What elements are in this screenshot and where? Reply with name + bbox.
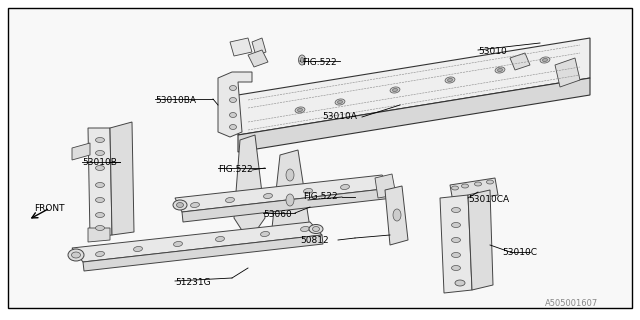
Text: 51231G: 51231G [175,278,211,287]
Ellipse shape [497,68,502,72]
Ellipse shape [95,226,104,230]
Ellipse shape [225,197,234,203]
Text: 50812: 50812 [300,236,328,245]
Ellipse shape [312,227,319,231]
Ellipse shape [95,212,104,218]
Ellipse shape [392,88,397,92]
Polygon shape [234,135,265,232]
Ellipse shape [295,107,305,113]
Ellipse shape [455,280,465,286]
Polygon shape [375,174,396,198]
Ellipse shape [474,182,481,186]
Ellipse shape [540,57,550,63]
Polygon shape [272,150,310,240]
Ellipse shape [173,200,187,210]
Ellipse shape [173,242,182,246]
Ellipse shape [340,184,349,189]
Text: 53010A: 53010A [322,112,357,121]
Polygon shape [182,188,393,222]
Polygon shape [72,222,322,262]
Text: 53060: 53060 [263,210,292,219]
Polygon shape [88,228,110,242]
Ellipse shape [301,58,303,62]
Text: 53010CA: 53010CA [468,195,509,204]
Ellipse shape [177,203,184,207]
Ellipse shape [451,207,461,212]
Ellipse shape [393,209,401,221]
Polygon shape [252,38,266,56]
Polygon shape [72,143,90,160]
Ellipse shape [390,87,400,93]
Polygon shape [175,175,392,212]
Ellipse shape [230,85,237,91]
Ellipse shape [301,227,310,232]
Ellipse shape [95,197,104,203]
Polygon shape [450,178,498,202]
Polygon shape [83,235,323,271]
Polygon shape [555,58,580,87]
Polygon shape [88,128,112,237]
Ellipse shape [260,231,269,236]
Text: 53010: 53010 [478,47,507,56]
Ellipse shape [191,203,200,208]
Ellipse shape [95,182,104,188]
Polygon shape [385,186,408,245]
Ellipse shape [95,252,104,257]
Text: 53010B: 53010B [82,158,117,167]
Ellipse shape [286,169,294,181]
Ellipse shape [461,184,468,188]
Text: 53010C: 53010C [502,248,537,257]
Ellipse shape [95,165,104,171]
Polygon shape [238,38,590,135]
Ellipse shape [495,67,505,73]
Polygon shape [238,78,590,152]
Ellipse shape [335,99,345,105]
Text: FRONT: FRONT [34,204,65,213]
Ellipse shape [451,252,461,258]
Ellipse shape [451,222,461,228]
Ellipse shape [337,100,342,104]
Ellipse shape [451,237,461,243]
Polygon shape [218,72,252,137]
Ellipse shape [447,78,452,82]
Polygon shape [440,195,472,293]
Polygon shape [510,53,530,70]
Ellipse shape [445,77,455,83]
Text: FIG.522: FIG.522 [303,192,338,201]
Ellipse shape [486,180,493,184]
Ellipse shape [68,249,84,261]
Ellipse shape [216,236,225,242]
Text: 53010BA: 53010BA [155,96,196,105]
Text: FIG.522: FIG.522 [218,165,253,174]
Polygon shape [468,190,493,290]
Polygon shape [230,38,252,56]
Ellipse shape [309,225,323,234]
Ellipse shape [303,188,312,194]
Ellipse shape [134,246,143,252]
Ellipse shape [95,150,104,156]
Ellipse shape [298,108,303,112]
Ellipse shape [543,59,547,61]
Ellipse shape [264,194,273,198]
Ellipse shape [230,124,237,130]
Ellipse shape [298,55,305,65]
Ellipse shape [451,186,458,190]
Ellipse shape [286,194,294,206]
Ellipse shape [230,98,237,102]
Ellipse shape [95,138,104,142]
Ellipse shape [230,113,237,117]
Ellipse shape [451,266,461,270]
Ellipse shape [72,252,81,258]
Text: FIG.522: FIG.522 [302,58,337,67]
Polygon shape [248,50,268,67]
Text: A505001607: A505001607 [545,299,598,308]
Polygon shape [110,122,134,235]
